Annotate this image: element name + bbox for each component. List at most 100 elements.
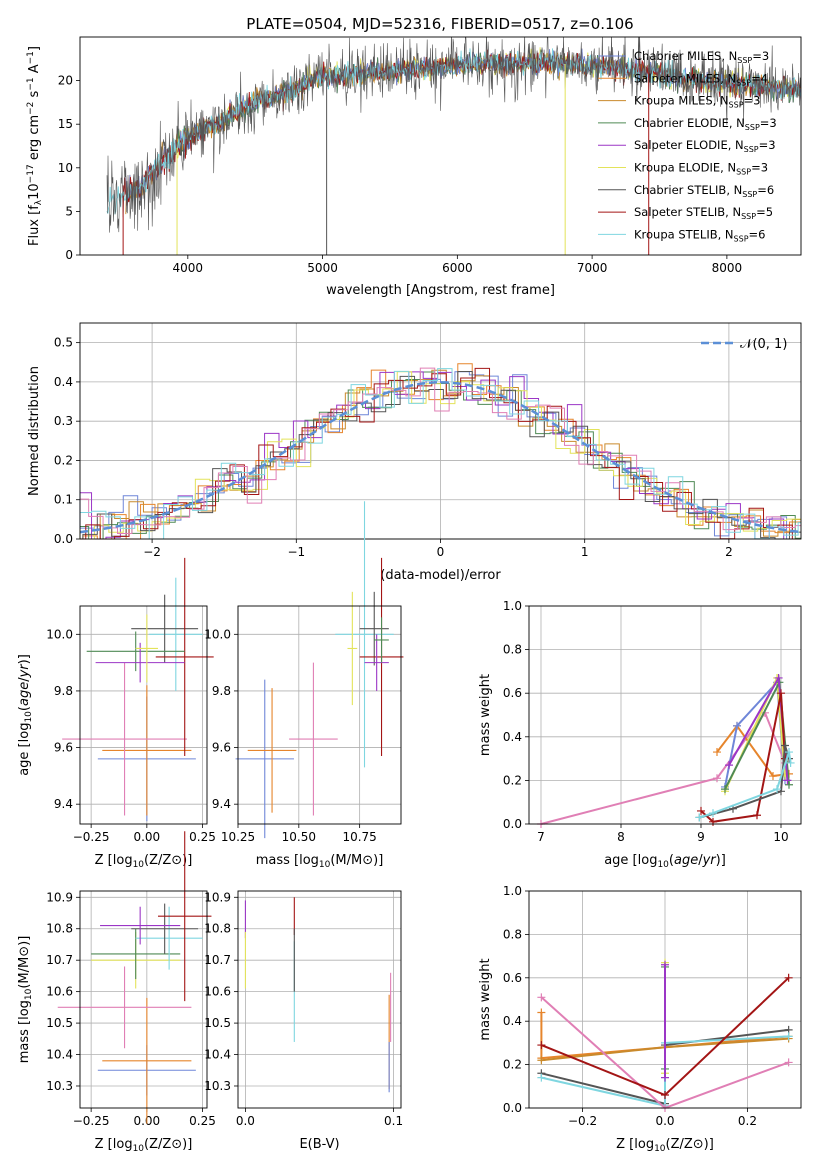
x-tick-label: 9: [697, 830, 705, 844]
y-axis-label: mass weight: [478, 674, 493, 756]
x-tick-label: 6000: [442, 261, 473, 275]
y-tick-label: 10.6: [46, 985, 73, 999]
weight-marker: [661, 1090, 669, 1099]
x-axis-label: age [log10(age/yr)]: [604, 853, 726, 870]
x-tick-label: −1: [287, 545, 305, 559]
weight-line: [724, 674, 786, 792]
x-tick-label: 0: [437, 545, 445, 559]
legend-label: Kroupa ELODIE, NSSP=3: [634, 161, 768, 177]
y-tick-label: 10.7: [204, 953, 231, 967]
axes-frame: [79, 605, 208, 825]
axes-frame: [79, 890, 208, 1109]
legend-label: Kroupa STELIB, NSSP=6: [634, 227, 765, 243]
y-tick-label: 0.1: [54, 493, 73, 507]
x-tick-label: 7: [537, 830, 545, 844]
gaussian-curve: [79, 381, 799, 534]
axes-mass-vs-ebv: 0.0 0.1 10.3 10.4 10.5 10.6 10.7 10.8 10.9: [204, 890, 403, 1128]
weight-marker: [721, 785, 729, 794]
axes-frame: [79, 322, 802, 540]
figure-title: PLATE=0504, MJD=52316, FIBERID=0517, z=0…: [246, 15, 633, 33]
histogram-series: [80, 368, 801, 540]
weight-marker: [537, 1008, 546, 1017]
weight-marker: [783, 776, 792, 785]
y-tick-label: 10.3: [46, 1079, 73, 1093]
weight-line: [699, 745, 790, 819]
y-tick-label: 10.9: [46, 890, 73, 904]
x-tick-label: 7000: [577, 261, 608, 275]
y-tick-label: 1.0: [503, 599, 522, 613]
x-tick-label: 0.25: [189, 1114, 216, 1128]
y-tick-label: 5: [65, 204, 73, 218]
x-tick-label: −0.2: [568, 1114, 597, 1128]
legend-label: Chabrier ELODIE, NSSP=3: [634, 116, 777, 132]
weight-marker: [785, 780, 793, 789]
x-tick-label: 10.25: [221, 830, 255, 844]
y-tick-label: 20: [58, 74, 73, 88]
weight-marker: [713, 774, 721, 783]
weight-marker: [537, 1041, 546, 1050]
histograms: [79, 363, 801, 540]
y-axis-label: Normed distribution: [27, 366, 42, 496]
weight-marker: [725, 761, 733, 770]
y-tick-label: 0.0: [54, 532, 73, 546]
y-tick-label: 9.4: [54, 797, 73, 811]
x-tick-label: 8000: [712, 261, 743, 275]
x-tick-label: 0.1: [384, 1114, 403, 1128]
y-tick-label: 0.4: [503, 1014, 522, 1028]
legend-label: Salpeter STELIB, NSSP=5: [634, 205, 773, 221]
y-axis-label: mass [log10(M/M⊙)]: [17, 936, 34, 1064]
weight-marker: [661, 960, 669, 969]
y-tick-label: 0.6: [503, 686, 522, 700]
weight-marker: [753, 811, 761, 820]
y-tick-label: 0: [65, 248, 73, 262]
weight-marker: [537, 1073, 546, 1082]
x-axis-label: Z [log10(Z/Z⊙)]: [95, 1137, 193, 1154]
y-tick-label: 0.5: [54, 336, 73, 350]
weight-line: [699, 751, 792, 819]
x-axis-label: mass [log10(M/M⊙)]: [256, 853, 384, 870]
weight-marker: [784, 1032, 793, 1041]
x-tick-label: 0.25: [189, 830, 216, 844]
weight-marker: [773, 785, 781, 794]
weight-marker: [661, 1073, 669, 1082]
x-axis-label: (data-model)/error: [380, 568, 501, 583]
y-tick-label: 0.2: [503, 773, 522, 787]
x-tick-label: 1: [581, 545, 589, 559]
x-tick-label: −0.25: [73, 1114, 110, 1128]
x-axis-label: Z [log10(Z/Z⊙)]: [616, 1137, 714, 1154]
x-axis-label: wavelength [Angstrom, rest frame]: [326, 283, 555, 298]
y-tick-label: 0.8: [503, 927, 522, 941]
weight-marker: [786, 758, 795, 767]
y-tick-label: 10.8: [204, 922, 231, 936]
x-tick-label: 10: [773, 830, 788, 844]
legend-label: Salpeter MILES, NSSP=4: [634, 71, 768, 87]
weight-marker: [713, 748, 721, 757]
y-tick-label: 0.4: [54, 375, 73, 389]
weight-marker: [733, 721, 741, 730]
y-tick-label: 10.4: [204, 1048, 231, 1062]
axes-spectrum: 4000 5000 6000 7000 8000 0 5 10 15 20: [58, 74, 742, 275]
x-tick-label: 4000: [173, 261, 204, 275]
weight-marker: [785, 748, 793, 757]
weight-marker: [769, 772, 777, 781]
y-tick-label: 0.3: [54, 414, 73, 428]
axes-frame: [237, 890, 402, 1109]
y-axis-label: Flux [fλ10−17 erg cm−2 s−1 A−1]: [26, 46, 44, 246]
y-axis-label: mass weight: [478, 958, 493, 1040]
y-tick-label: 9.8: [212, 684, 231, 698]
y-tick-label: 9.4: [212, 797, 231, 811]
errorbars-age-vs-mass: [235, 501, 404, 839]
axes-age-vs-Z: −0.25 0.00 0.25 9.4 9.6 9.8 10.0: [46, 606, 216, 844]
weight-marker: [697, 806, 705, 815]
y-tick-label: 10.6: [204, 985, 231, 999]
weights-weight-vs-Z: [537, 958, 793, 1112]
y-tick-label: 10.4: [46, 1048, 73, 1062]
legend-label: Salpeter ELODIE, NSSP=3: [634, 138, 776, 154]
y-tick-label: 10.7: [46, 953, 73, 967]
y-tick-label: 1.0: [503, 884, 522, 898]
histogram-series: [79, 371, 801, 540]
spectrum-lines: [106, 37, 801, 255]
y-tick-label: 9.6: [54, 741, 73, 755]
y-tick-label: 0.8: [503, 643, 522, 657]
